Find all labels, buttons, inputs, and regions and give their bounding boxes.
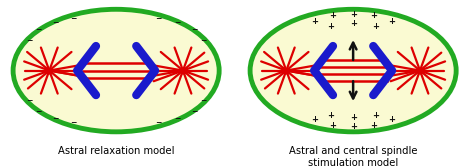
Text: −: −	[52, 18, 58, 27]
Text: +: +	[372, 111, 379, 120]
Text: +: +	[329, 121, 337, 130]
Text: +: +	[328, 22, 334, 31]
Text: −: −	[200, 36, 206, 45]
Text: −: −	[35, 25, 41, 34]
Text: +: +	[310, 115, 318, 124]
Text: +: +	[350, 19, 356, 28]
Text: Astral and central spindle
stimulation model: Astral and central spindle stimulation m…	[289, 146, 418, 168]
Text: +: +	[328, 111, 334, 120]
Text: −: −	[155, 14, 162, 23]
Text: +: +	[329, 11, 337, 20]
Ellipse shape	[250, 9, 456, 132]
Text: −: −	[174, 114, 181, 123]
Text: −: −	[71, 14, 77, 23]
Text: −: −	[35, 107, 41, 116]
Text: +: +	[310, 17, 318, 26]
Text: +: +	[350, 113, 356, 122]
Text: +: +	[389, 115, 396, 124]
Ellipse shape	[13, 9, 219, 132]
Text: +: +	[389, 17, 396, 26]
Text: +: +	[350, 122, 356, 131]
Text: −: −	[71, 118, 77, 127]
Text: −: −	[26, 36, 32, 45]
Text: Astral relaxation model: Astral relaxation model	[58, 146, 174, 156]
Text: −: −	[191, 107, 197, 116]
Text: +: +	[370, 121, 377, 130]
Text: +: +	[350, 10, 356, 19]
Text: −: −	[155, 118, 162, 127]
Text: +: +	[372, 22, 379, 31]
Text: −: −	[191, 25, 197, 34]
Text: +: +	[370, 11, 377, 20]
Text: −: −	[174, 18, 181, 27]
Text: −: −	[26, 96, 32, 105]
Text: −: −	[200, 96, 206, 105]
Text: −: −	[52, 114, 58, 123]
